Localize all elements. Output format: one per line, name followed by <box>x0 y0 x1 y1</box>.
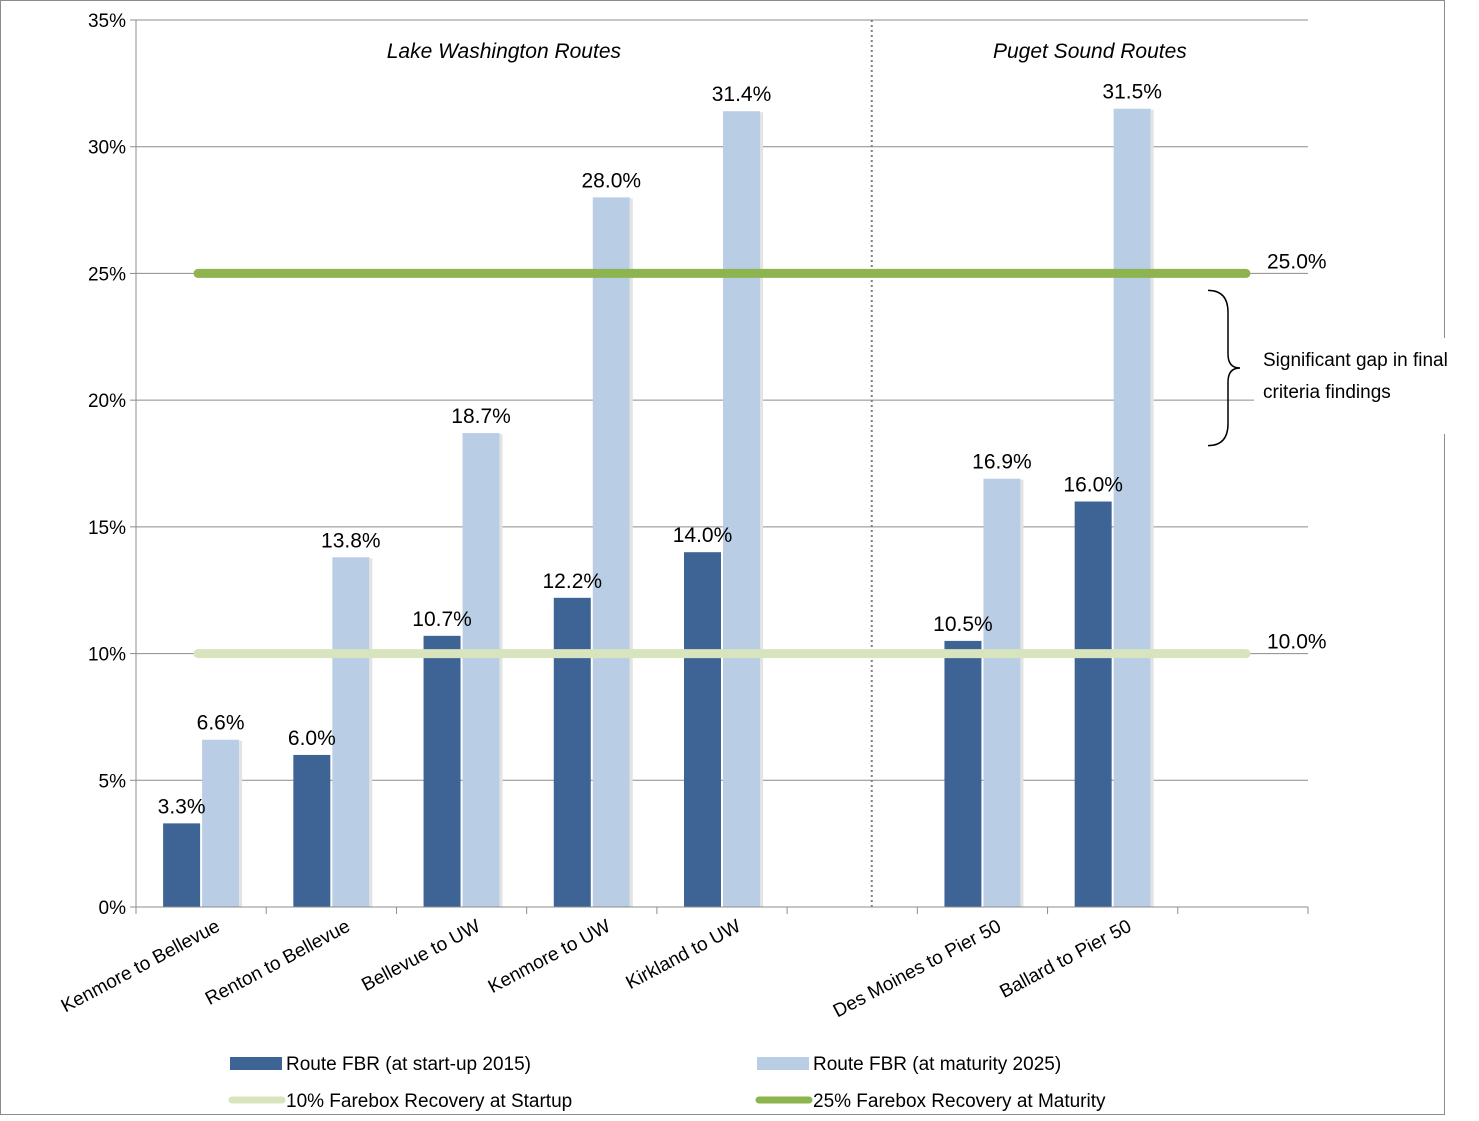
y-tick-label: 25% <box>88 264 126 285</box>
data-label: 13.8% <box>321 529 381 552</box>
legend-label: Route FBR (at start-up 2015) <box>286 1054 531 1075</box>
data-label: 28.0% <box>582 169 642 192</box>
bar-series1-1 <box>293 754 331 907</box>
data-label: 12.2% <box>543 570 603 593</box>
data-label: 31.4% <box>712 83 772 106</box>
legend-label: Route FBR (at maturity 2025) <box>813 1054 1061 1075</box>
annotation-box <box>1254 338 1479 434</box>
chart-border <box>0 0 1445 1115</box>
y-tick-label: 35% <box>88 11 126 32</box>
data-labels: 3.3% 6.0% 10.7% 12.2% 14.0% 10.5% 16.0% 6.6% 13.… <box>158 81 1162 819</box>
bar-series1-3 <box>553 597 591 907</box>
gap-brace <box>1207 289 1241 447</box>
bars <box>163 108 1154 908</box>
data-label: 10.5% <box>933 613 993 636</box>
bar-series2-0 <box>202 739 240 907</box>
data-label: 3.3% <box>158 795 206 818</box>
data-label: 6.6% <box>197 712 245 735</box>
data-label: 16.0% <box>1063 474 1123 497</box>
legend-swatch <box>757 1057 809 1070</box>
bar-series2-3 <box>592 197 630 907</box>
legend: Route FBR (at start-up 2015) Route FBR (a… <box>228 1054 1106 1112</box>
legend-swatch <box>230 1057 282 1070</box>
data-label: 18.7% <box>451 405 511 428</box>
bar-series1-0 <box>163 823 201 907</box>
reference-line-label: 25.0% <box>1267 250 1327 273</box>
y-tick-label: 20% <box>88 391 126 412</box>
bar-series1-4 <box>684 552 721 907</box>
section-label-lake-washington: Lake Washington Routes <box>387 40 622 63</box>
y-tick-label: 5% <box>99 771 127 792</box>
y-tick-label: 15% <box>88 518 126 539</box>
x-axis <box>135 20 1309 914</box>
bar-series2-4 <box>723 111 760 908</box>
bar-series2-1 <box>332 557 370 907</box>
reference-lines: 10.0% 25.0% <box>193 250 1327 659</box>
bar-series1-2 <box>423 635 461 907</box>
section-label-puget-sound: Puget Sound Routes <box>993 40 1187 63</box>
gap-annotation: Significant gap in final criteria finding… <box>1207 289 1479 447</box>
data-label: 6.0% <box>288 727 336 750</box>
y-tick-label: 30% <box>88 138 126 159</box>
legend-label: 25% Farebox Recovery at Maturity <box>813 1091 1106 1112</box>
annotation-text: criteria findings <box>1263 382 1391 403</box>
y-tick-label: 10% <box>88 645 126 666</box>
bar-series2-2 <box>462 433 500 907</box>
bar-series1-7 <box>1074 501 1112 907</box>
annotation-text: Significant gap in final <box>1263 350 1448 371</box>
section-labels: Lake Washington Routes Puget Sound Routes <box>387 40 1188 63</box>
bar-series1-6 <box>944 640 982 907</box>
y-axis-ticks: 0% 5% 10% 15% 20% 25% 30% 35% <box>88 11 136 919</box>
bar-series2-6 <box>983 478 1021 907</box>
y-tick-label: 0% <box>99 898 127 919</box>
data-label: 16.9% <box>972 451 1032 474</box>
data-label: 10.7% <box>412 608 472 631</box>
data-label: 14.0% <box>673 524 733 547</box>
data-label: 31.5% <box>1102 81 1162 104</box>
bar-series2-7 <box>1113 108 1151 907</box>
reference-line-label: 10.0% <box>1267 631 1327 654</box>
legend-label: 10% Farebox Recovery at Startup <box>286 1091 572 1112</box>
